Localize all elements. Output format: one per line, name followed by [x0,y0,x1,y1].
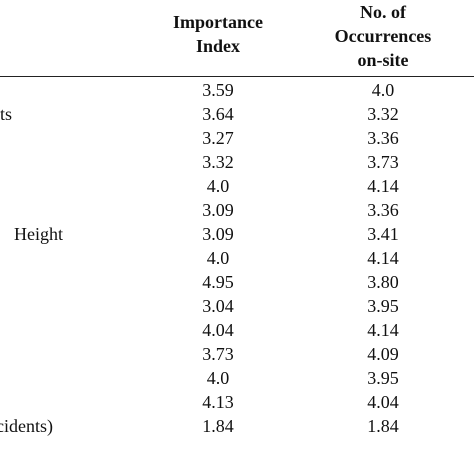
cell-value: 4.14 [367,176,399,196]
cell-value: 3.36 [367,128,399,148]
cell-value: 3.73 [367,152,399,172]
cell-value: 3.04 [202,296,234,316]
header-rule [0,76,474,77]
cell-value: 3.64 [202,104,234,124]
cell-value: 4.09 [367,344,399,364]
cell-value: 4.0 [371,80,395,100]
cell-value: 3.09 [202,224,234,244]
row-label: Height [14,224,63,244]
cell-value: 1.84 [367,416,399,436]
cell-value: 3.32 [202,152,234,172]
row-label: ts [0,104,13,124]
cell-value: 3.59 [202,80,234,100]
cell-value: 4.14 [367,248,399,268]
cell-value: 3.41 [367,224,399,244]
cell-value: 4.95 [202,272,234,292]
cell-value: 4.0 [206,248,230,268]
cell-value: 3.36 [367,200,399,220]
cell-value: 3.09 [202,200,234,220]
column-header: No. of Occurrences on-site [334,2,432,70]
cell-value: 1.84 [202,416,234,436]
cell-value: 3.95 [367,368,399,388]
cell-value: 3.95 [367,296,399,316]
cell-value: 4.0 [206,368,230,388]
cell-value: 4.14 [367,320,399,340]
cell-value: 3.32 [367,104,399,124]
cell-value: 4.0 [206,176,230,196]
column-header: Importance Index [173,12,263,56]
cell-value: 3.80 [367,272,399,292]
cell-value: 4.04 [202,320,234,340]
cell-value: 4.04 [367,392,399,412]
cell-value: 4.13 [202,392,234,412]
cell-value: 3.27 [202,128,234,148]
row-label: cidents) [0,416,53,436]
cell-value: 3.73 [202,344,234,364]
